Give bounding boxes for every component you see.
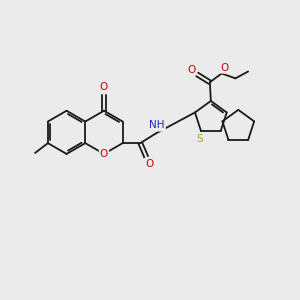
Text: NH: NH bbox=[149, 121, 165, 130]
Text: O: O bbox=[187, 64, 195, 74]
Text: S: S bbox=[197, 134, 203, 144]
Text: O: O bbox=[100, 149, 108, 159]
Text: O: O bbox=[100, 82, 108, 92]
Text: O: O bbox=[220, 63, 229, 73]
Text: O: O bbox=[145, 159, 153, 169]
